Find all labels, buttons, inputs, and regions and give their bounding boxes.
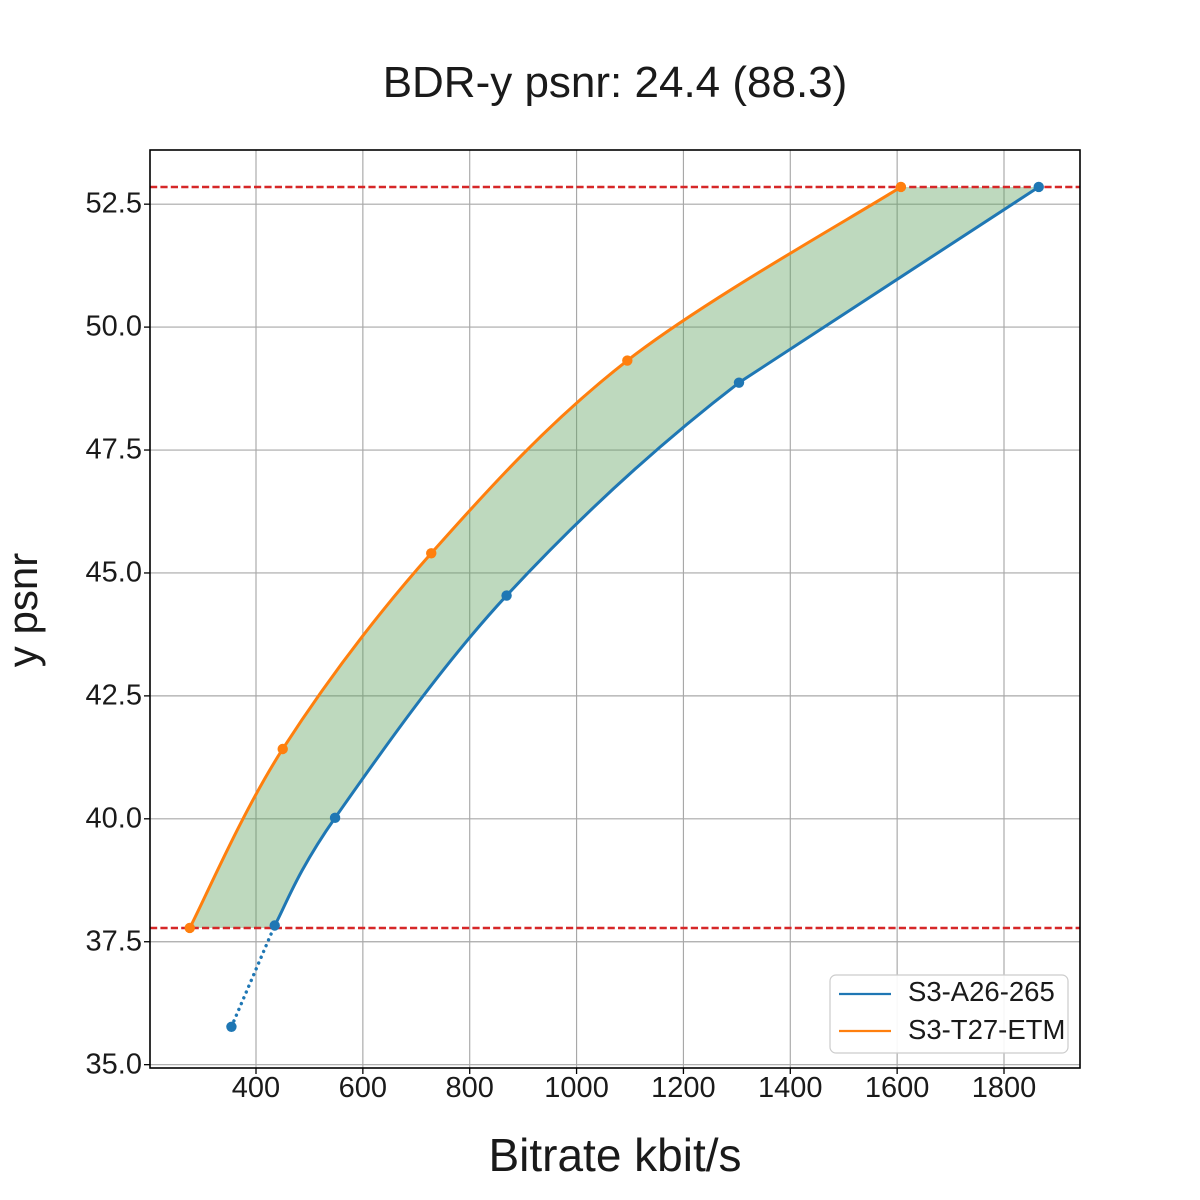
svg-text:S3-T27-ETM: S3-T27-ETM (908, 1014, 1065, 1045)
svg-text:S3-A26-265: S3-A26-265 (908, 976, 1055, 1007)
